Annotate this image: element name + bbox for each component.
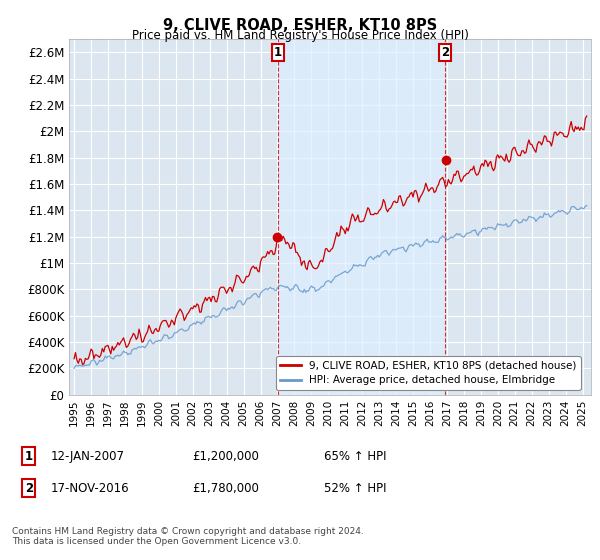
Text: Price paid vs. HM Land Registry's House Price Index (HPI): Price paid vs. HM Land Registry's House … — [131, 29, 469, 42]
Text: 2: 2 — [441, 46, 449, 59]
Text: 52% ↑ HPI: 52% ↑ HPI — [324, 482, 386, 495]
Text: 65% ↑ HPI: 65% ↑ HPI — [324, 450, 386, 463]
Legend: 9, CLIVE ROAD, ESHER, KT10 8PS (detached house), HPI: Average price, detached ho: 9, CLIVE ROAD, ESHER, KT10 8PS (detached… — [275, 356, 581, 390]
Text: 1: 1 — [274, 46, 282, 59]
Text: 9, CLIVE ROAD, ESHER, KT10 8PS: 9, CLIVE ROAD, ESHER, KT10 8PS — [163, 18, 437, 33]
Text: 12-JAN-2007: 12-JAN-2007 — [51, 450, 125, 463]
Text: 17-NOV-2016: 17-NOV-2016 — [51, 482, 130, 495]
Text: Contains HM Land Registry data © Crown copyright and database right 2024.
This d: Contains HM Land Registry data © Crown c… — [12, 526, 364, 546]
Text: £1,200,000: £1,200,000 — [192, 450, 259, 463]
Text: 2: 2 — [25, 482, 33, 495]
Text: £1,780,000: £1,780,000 — [192, 482, 259, 495]
Bar — [278, 39, 445, 395]
Text: 1: 1 — [25, 450, 33, 463]
